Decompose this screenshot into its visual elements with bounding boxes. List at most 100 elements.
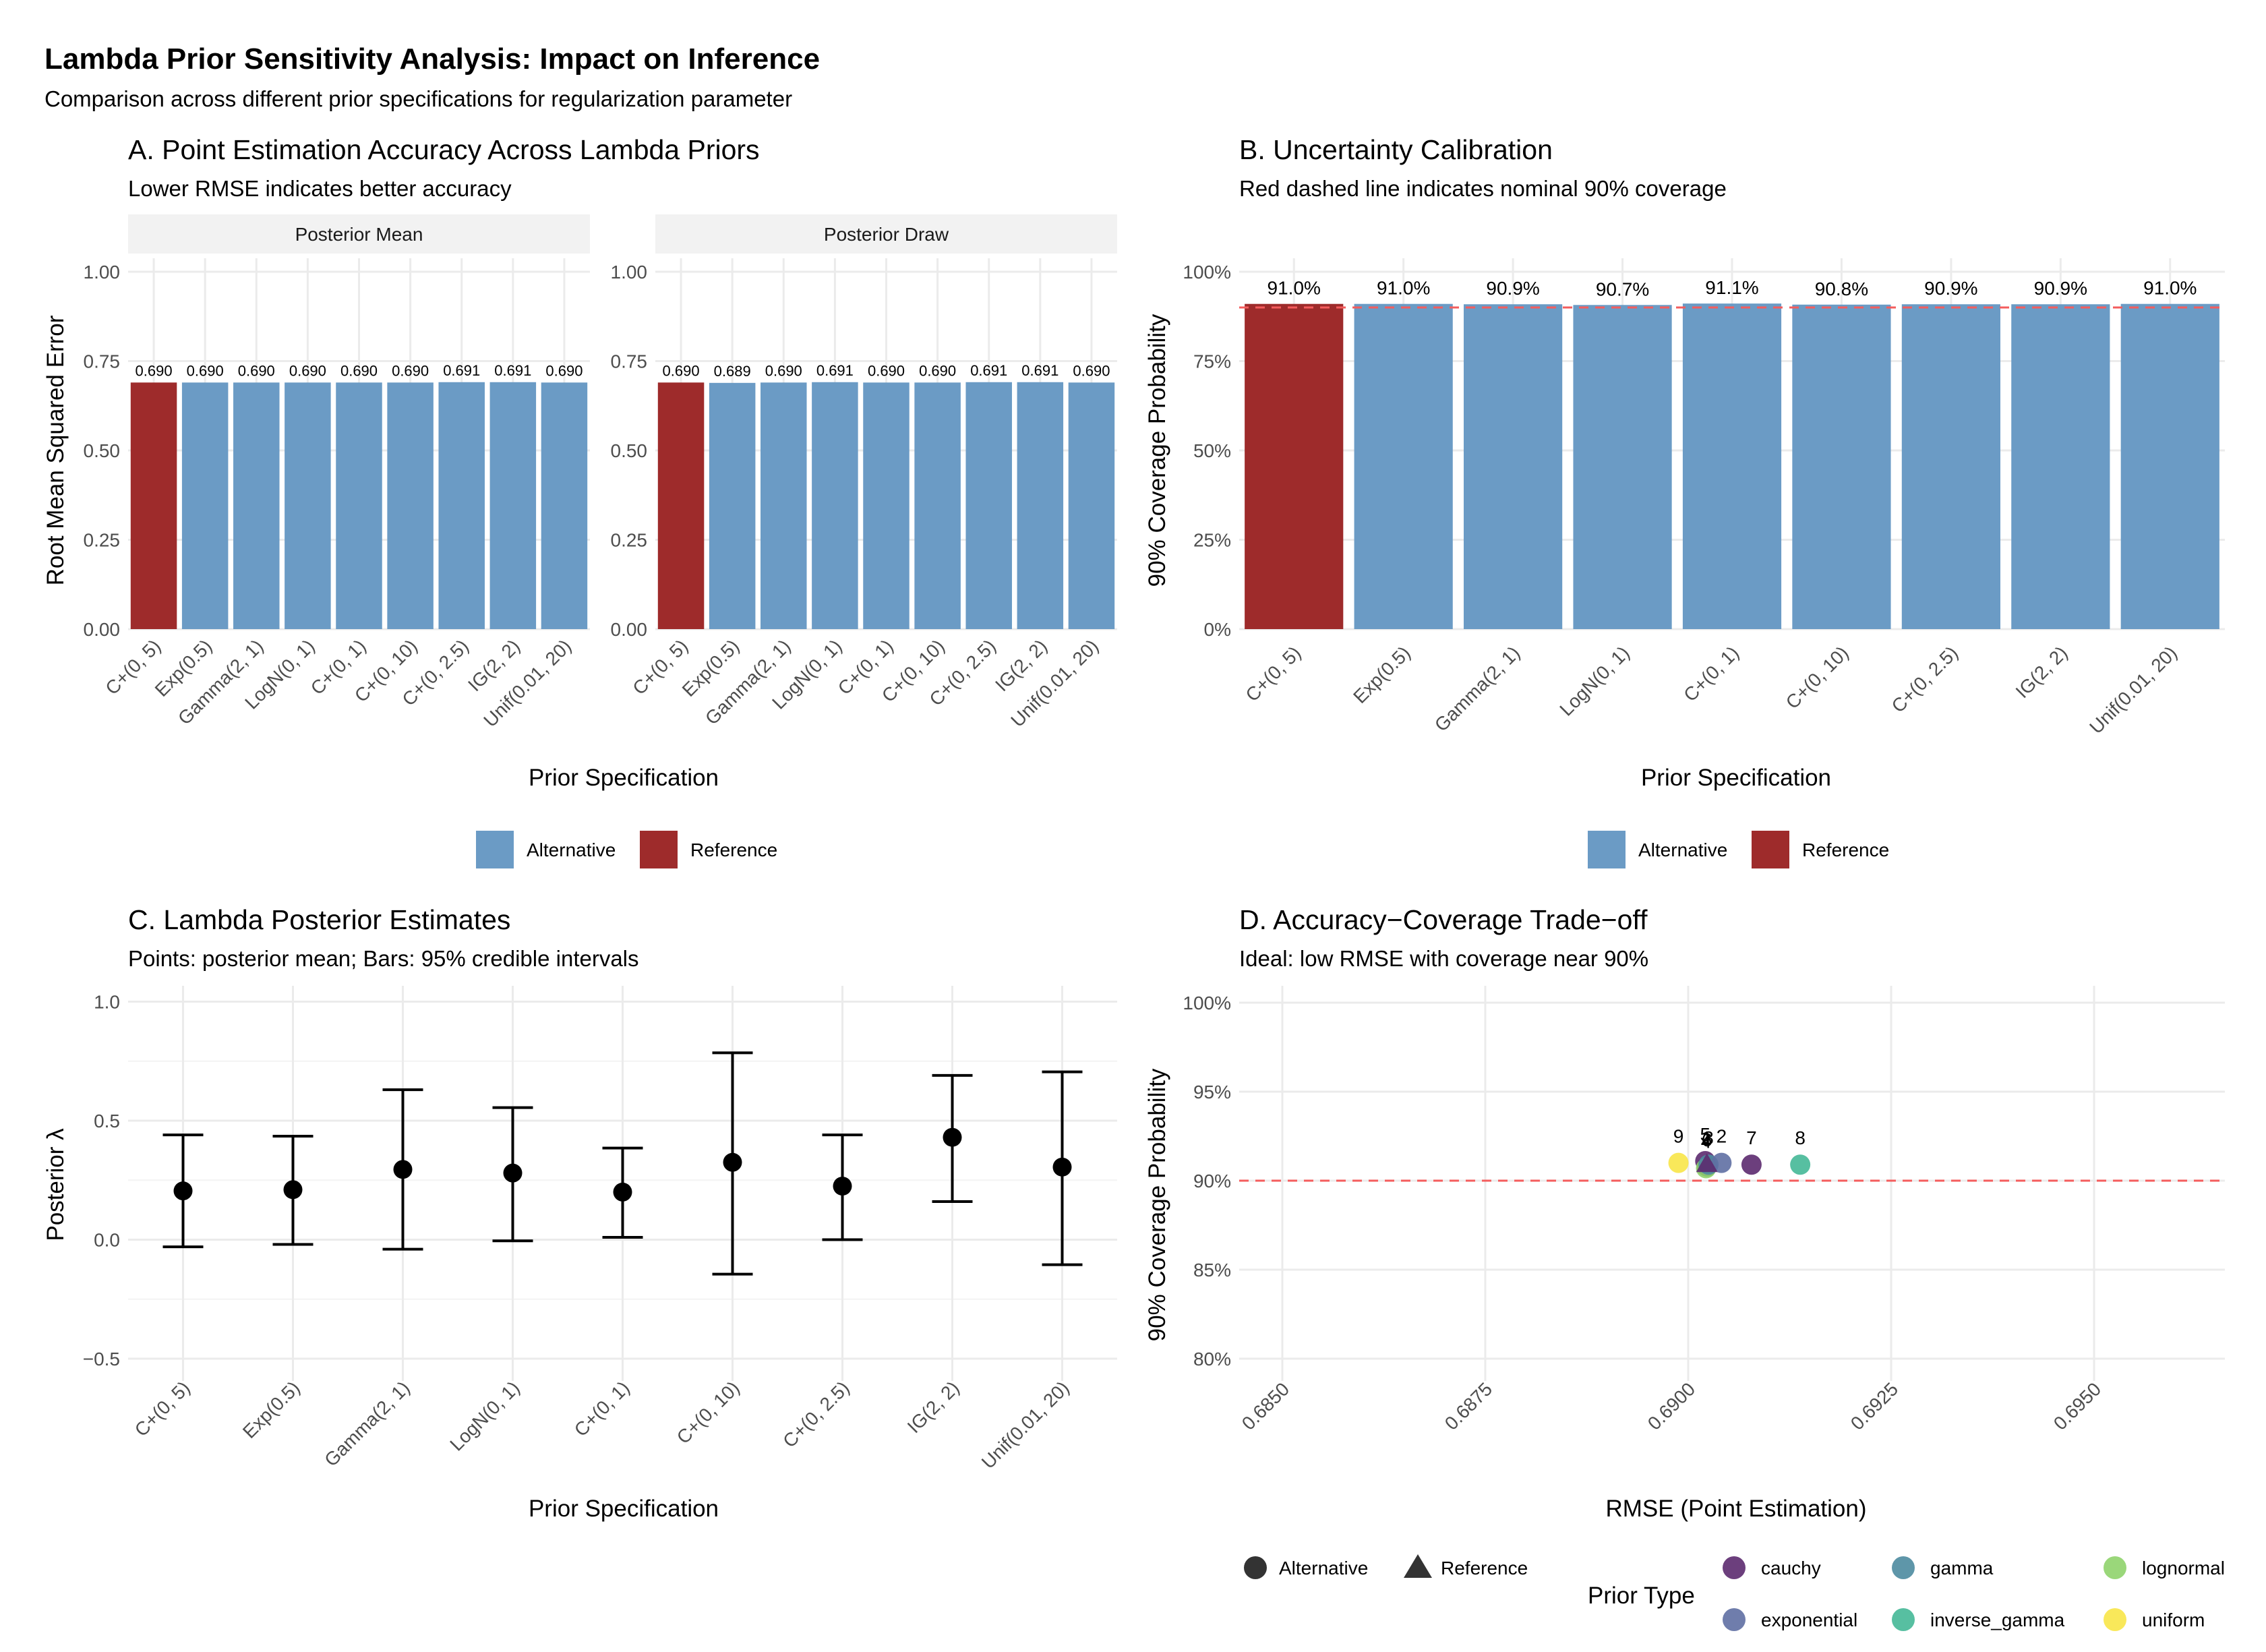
estimate-exp-0-5	[272, 1134, 314, 1246]
posterior-mean-point	[943, 1127, 962, 1147]
panel-d-tick-y: 85%	[1193, 1260, 1231, 1280]
bar-label-c-0-2-5: 0.691	[443, 362, 480, 379]
facet-strip-label: Posterior Mean	[295, 224, 423, 245]
panel-c-tick-x-exp-0-5: Exp(0.5)	[239, 1377, 304, 1442]
panel-c-tick-x-c-0-10: C+(0, 10)	[673, 1377, 744, 1448]
panel-b-legend-label-reference: Reference	[1802, 839, 1889, 860]
bar-c-0-5	[657, 382, 705, 629]
panel-c-tick-x-gamma-2-1: Gamma(2, 1)	[320, 1377, 414, 1471]
panel-a-tick-y: 0.75	[84, 351, 121, 372]
panel-b-coverage: B. Uncertainty Calibration Red dashed li…	[1144, 134, 2225, 868]
bar-logn-0-1	[285, 382, 331, 629]
bar-c-0-5	[1245, 303, 1344, 629]
panel-d-tick-x: 0.6875	[1441, 1378, 1496, 1434]
panel-a-facet-posterior-mean: Posterior Mean 0.00 0.25 0.50 0.75 1.00 0.690 0…	[84, 214, 590, 731]
panel-d-title: D. Accuracy−Coverage Trade−off	[1239, 904, 1648, 935]
legend-color-label-cauchy: cauchy	[1761, 1558, 1821, 1579]
panel-d-tick-y: 100%	[1183, 993, 1231, 1013]
bar-logn-0-1	[812, 382, 858, 629]
panel-a-tick-y: 0.25	[611, 530, 648, 551]
panel-a-legend-label-reference: Reference	[690, 839, 777, 860]
point-1	[1696, 1153, 1718, 1173]
point-label-9: 9	[1673, 1126, 1684, 1147]
legend-shape-label-reference: Reference	[1441, 1558, 1528, 1579]
estimate-ig-2-2	[932, 1073, 973, 1204]
point-label-5: 5	[1700, 1124, 1710, 1145]
bar-gamma-2-1	[1464, 304, 1563, 629]
bar-label-c-0-1: 0.690	[340, 362, 378, 379]
panel-b-subtitle: Red dashed line indicates nominal 90% co…	[1239, 176, 1727, 201]
bar-label-logn-0-1: 0.690	[289, 362, 326, 379]
posterior-mean-point	[833, 1177, 852, 1196]
panel-c-tick-x-logn-0-1: LogN(0, 1)	[446, 1377, 523, 1454]
panel-b-title: B. Uncertainty Calibration	[1239, 134, 1553, 165]
bar-label-c-0-10: 0.690	[919, 362, 956, 379]
panel-c-tick-x-c-0-1: C+(0, 1)	[570, 1377, 634, 1440]
bar-label-c-0-5: 0.690	[136, 362, 173, 379]
point-label-3: 3	[1703, 1127, 1714, 1148]
panel-a-tick-y: 1.00	[84, 262, 121, 283]
bar-label-unif-0-01-20: 91.0%	[2143, 278, 2197, 299]
panel-b-tick-x-logn-0-1: LogN(0, 1)	[1555, 642, 1633, 719]
bar-c-0-10	[1792, 304, 1891, 629]
posterior-mean-point	[173, 1181, 193, 1201]
panel-a-tick-y: 0.00	[84, 619, 121, 640]
bar-unif-0-01-20	[2120, 303, 2219, 629]
panel-a-legend-key-alternative	[476, 831, 514, 868]
point-label-4: 4	[1701, 1131, 1712, 1152]
posterior-mean-point	[723, 1152, 742, 1172]
estimate-gamma-2-1	[382, 1088, 423, 1251]
panel-c-tick-y: 0.5	[94, 1111, 120, 1131]
point-label-7: 7	[1746, 1127, 1757, 1148]
point-2	[1711, 1152, 1732, 1173]
legend-color-key-cauchy	[1723, 1556, 1746, 1579]
bar-c-0-2-5	[965, 382, 1012, 629]
panel-c-posterior-estimates: C. Lambda Posterior Estimates Points: po…	[42, 904, 1117, 1522]
bar-c-0-2-5	[1901, 304, 2000, 629]
bar-label-c-0-5: 91.0%	[1268, 278, 1321, 299]
posterior-mean-point	[393, 1160, 413, 1179]
bar-c-0-10	[914, 382, 961, 629]
bar-ig-2-2	[2011, 304, 2110, 629]
bar-label-c-0-1: 0.690	[868, 362, 905, 379]
panel-d-tick-y: 80%	[1193, 1349, 1231, 1369]
figure-subtitle: Comparison across different prior specif…	[44, 86, 792, 111]
bar-label-gamma-2-1: 0.690	[238, 362, 275, 379]
bar-label-exp-0-5: 0.689	[714, 363, 751, 380]
legend-shape-alternative	[1244, 1556, 1267, 1579]
panel-c-tick-y: 0.0	[94, 1230, 120, 1251]
bar-label-logn-0-1: 0.691	[816, 362, 854, 379]
panel-a-legend-key-reference	[640, 831, 678, 868]
panel-c-title: C. Lambda Posterior Estimates	[128, 904, 510, 935]
panel-b-tick-x-ig-2-2: IG(2, 2)	[2012, 642, 2072, 702]
panel-a-facet-posterior-draw: Posterior Draw 0.00 0.25 0.50 0.75 1.00 0.690 0…	[611, 214, 1117, 731]
panel-d-tick-x: 0.6950	[2050, 1378, 2105, 1434]
bar-ig-2-2	[1017, 382, 1064, 629]
bar-c-0-1	[863, 382, 910, 629]
legend-color-key-gamma	[1892, 1556, 1915, 1579]
bar-label-gamma-2-1: 0.690	[765, 362, 802, 379]
panel-c-subtitle: Points: posterior mean; Bars: 95% credib…	[128, 946, 639, 971]
panel-d-subtitle: Ideal: low RMSE with coverage near 90%	[1239, 946, 1648, 971]
panel-b-tick-x-c-0-2-5: C+(0, 2.5)	[1888, 642, 1963, 717]
panel-b-tick-y: 75%	[1193, 351, 1231, 372]
point-label-6: 6	[1702, 1129, 1712, 1150]
point-8	[1790, 1154, 1811, 1175]
panel-d-tick-x: 0.6850	[1238, 1378, 1293, 1434]
panel-b-tick-y: 100%	[1183, 262, 1231, 283]
legend-color-label-lognormal: lognormal	[2142, 1558, 2225, 1579]
bar-c-0-2-5	[438, 382, 485, 629]
panel-a-tick-y: 1.00	[611, 262, 648, 283]
panel-b-tick-x-exp-0-5: Exp(0.5)	[1349, 642, 1414, 707]
point-7	[1741, 1154, 1762, 1175]
panel-b-tick-y: 50%	[1193, 440, 1231, 461]
posterior-mean-point	[283, 1180, 303, 1200]
point-label-1: 1	[1702, 1127, 1712, 1148]
legend-color-key-exponential	[1723, 1608, 1746, 1631]
panel-b-tick-x-c-0-5: C+(0, 5)	[1241, 642, 1305, 705]
panel-d-legend: Alternative Reference Prior Type cauchy expo…	[1244, 1554, 2225, 1631]
panel-a-xlabel: Prior Specification	[529, 765, 719, 791]
panel-b-legend-label-alternative: Alternative	[1638, 839, 1727, 860]
bar-label-exp-0-5: 0.690	[187, 362, 224, 379]
legend-color-label-exponential: exponential	[1761, 1610, 1857, 1630]
